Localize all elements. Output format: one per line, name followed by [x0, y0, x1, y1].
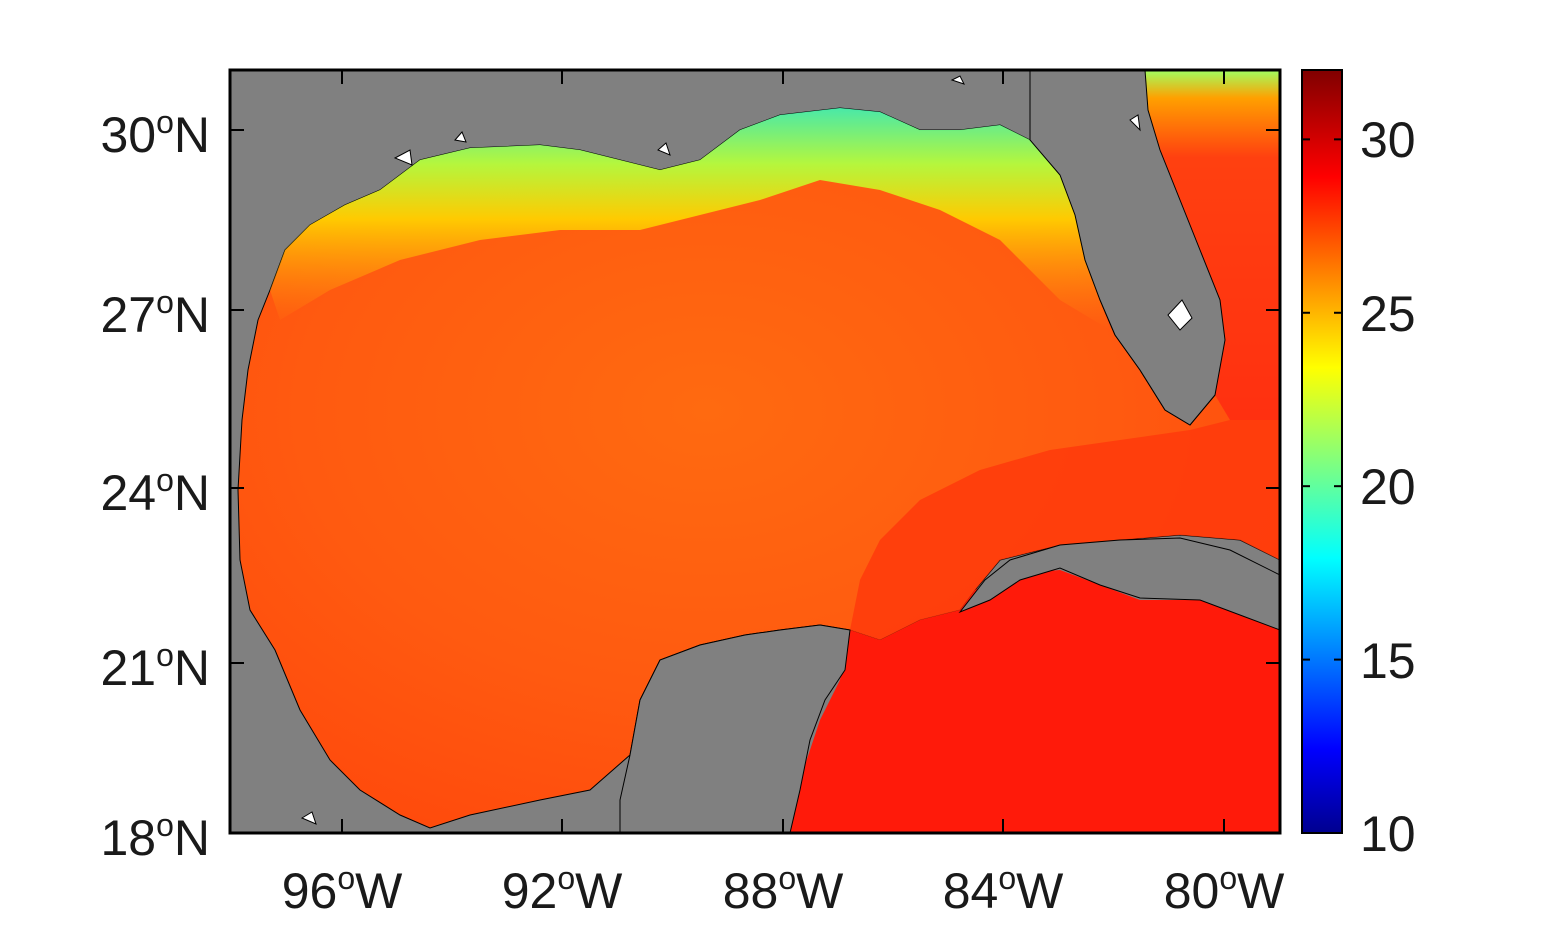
atlantic-water — [1145, 70, 1280, 420]
degree-symbol: o — [337, 860, 356, 896]
lat-label-27-hemisphere: N — [173, 287, 210, 343]
colorbar-label-30: 30 — [1360, 112, 1416, 169]
lat-label-24-degrees: 24 — [100, 465, 157, 521]
lon-label-92-degrees: 92 — [501, 863, 558, 919]
map-frame — [228, 68, 1282, 835]
lon-label-80-hemisphere: W — [1237, 863, 1285, 919]
lat-label-30: 30oN — [60, 106, 210, 163]
lat-label-18-degrees: 18 — [100, 810, 157, 866]
island — [300, 811, 317, 825]
lat-label-18: 18oN — [60, 809, 210, 866]
lon-label-80-degrees: 80 — [1163, 863, 1220, 919]
colorbar-ticks — [1302, 138, 1342, 834]
degree-symbol: o — [557, 860, 576, 896]
lat-label-24: 24oN — [60, 464, 210, 521]
lon-label-88-degrees: 88 — [722, 863, 779, 919]
lat-label-27: 27oN — [60, 286, 210, 343]
lat-label-21: 21oN — [60, 639, 210, 696]
colorbar-label-25: 25 — [1360, 285, 1416, 342]
northern-shelf-cool-band — [270, 108, 1110, 330]
lat-label-30-degrees: 30 — [100, 107, 157, 163]
degree-symbol: o — [778, 860, 797, 896]
colorbar-label-20: 20 — [1360, 459, 1416, 516]
lon-label-92: 92oW — [477, 862, 647, 919]
colorbar-label-10: 10 — [1360, 806, 1416, 862]
degree-symbol: o — [156, 284, 174, 320]
island — [657, 142, 671, 156]
lon-label-84: 84oW — [918, 862, 1088, 919]
degree-symbol: o — [156, 637, 174, 673]
lon-label-84-degrees: 84 — [942, 863, 999, 919]
lon-label-80: 80oW — [1139, 862, 1309, 919]
lat-label-21-degrees: 21 — [100, 640, 157, 696]
island — [454, 131, 467, 143]
lon-label-96-degrees: 96 — [281, 863, 338, 919]
degree-symbol: o — [998, 860, 1017, 896]
degree-symbol: o — [156, 462, 174, 498]
colorbar — [1301, 69, 1343, 834]
lat-label-24-hemisphere: N — [173, 465, 210, 521]
lat-label-27-degrees: 27 — [100, 287, 157, 343]
axis-ticks — [230, 70, 1280, 834]
cuba — [958, 537, 1280, 631]
yucatan-peninsula — [619, 624, 851, 833]
lon-label-96-hemisphere: W — [355, 863, 403, 919]
caribbean-warm-water — [790, 570, 1280, 833]
island — [393, 149, 413, 166]
florida-peninsula — [1029, 70, 1226, 426]
lon-label-84-hemisphere: W — [1016, 863, 1064, 919]
lon-label-96: 96oW — [257, 862, 427, 919]
lon-label-88: 88oW — [698, 862, 868, 919]
lake-okeechobee — [1167, 299, 1193, 331]
lon-label-92-hemisphere: W — [575, 863, 623, 919]
lat-label-21-hemisphere: N — [173, 640, 210, 696]
colorbar-label-15: 15 — [1360, 632, 1416, 689]
loop-current — [850, 400, 1280, 640]
degree-symbol: o — [1219, 860, 1238, 896]
lat-label-30-hemisphere: N — [173, 107, 210, 163]
island — [950, 75, 965, 85]
lon-label-88-hemisphere: W — [796, 863, 844, 919]
island — [1129, 114, 1141, 132]
degree-symbol: o — [156, 104, 174, 140]
lat-label-18-hemisphere: N — [173, 810, 210, 866]
degree-symbol: o — [156, 807, 174, 843]
